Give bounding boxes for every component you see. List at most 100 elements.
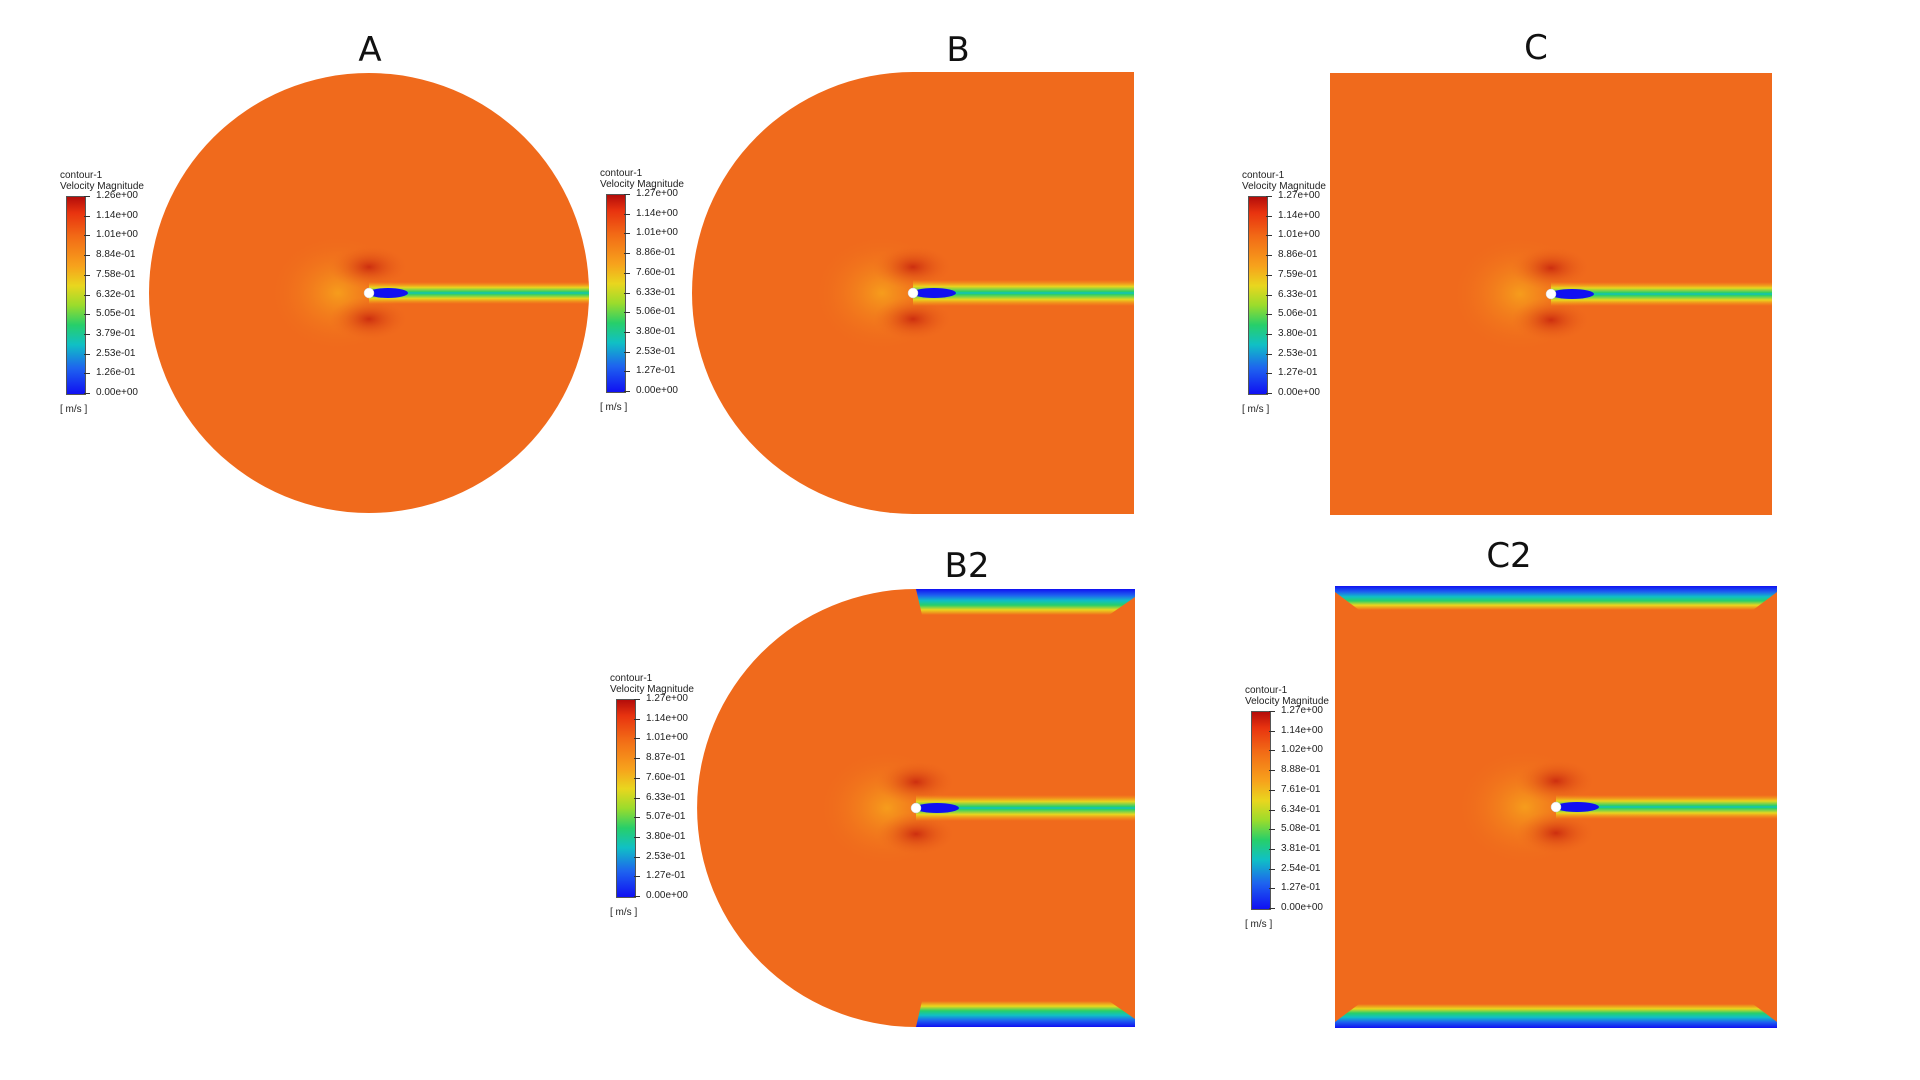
acceleration-region-bottom bbox=[876, 812, 956, 856]
legend-tick-label: 6.33e-01 bbox=[646, 791, 686, 803]
cylinder bbox=[1545, 288, 1557, 300]
legend-tick-mark bbox=[624, 292, 630, 294]
legend-tick-mark bbox=[84, 393, 90, 394]
legend-tick-label: 8.86e-01 bbox=[1278, 249, 1318, 261]
legend-tick-mark bbox=[624, 213, 630, 215]
legend-tick-label: 5.07e-01 bbox=[646, 811, 686, 823]
legend-name: contour-1 bbox=[1242, 170, 1285, 181]
legend-tick-label: 3.80e-01 bbox=[636, 325, 676, 337]
legend-tick-label: 0.00e+00 bbox=[636, 385, 678, 396]
legend-variable: Velocity Magnitude bbox=[1245, 696, 1329, 707]
legend-tick-mark bbox=[84, 294, 90, 296]
contour-field-a bbox=[149, 73, 589, 513]
legend-tick-mark bbox=[84, 196, 90, 197]
legend-name: contour-1 bbox=[60, 170, 103, 181]
acceleration-region-top bbox=[876, 760, 956, 804]
legend-tick-mark bbox=[624, 194, 630, 195]
legend-title: contour-1 Velocity Magnitude bbox=[1245, 685, 1329, 707]
legend-tick-label: 0.00e+00 bbox=[1278, 387, 1320, 398]
legend-tick-mark bbox=[1266, 373, 1272, 375]
legend-tick-mark bbox=[1266, 196, 1272, 197]
legend-tick-label: 5.08e-01 bbox=[1281, 823, 1321, 835]
legend-tick-mark bbox=[1269, 848, 1275, 850]
wall-boundary-layer-top bbox=[1335, 586, 1777, 610]
legend-tick-label: 2.54e-01 bbox=[1281, 862, 1321, 874]
acceleration-region-bottom bbox=[1511, 298, 1591, 342]
legend-tick-mark bbox=[84, 373, 90, 375]
legend-tick-mark bbox=[1266, 393, 1272, 394]
wake-core bbox=[368, 288, 408, 298]
contour-field-b2 bbox=[697, 589, 1135, 1027]
legend-tick-mark bbox=[84, 255, 90, 257]
legend-c2: contour-1 Velocity Magnitude 1.27e+00 1.1… bbox=[1245, 685, 1340, 935]
legend-tick-label: 1.26e-01 bbox=[96, 367, 136, 379]
cylinder bbox=[1550, 801, 1562, 813]
legend-tick-mark bbox=[84, 274, 90, 276]
legend-tick-label: 1.26e+00 bbox=[96, 190, 138, 201]
legend-tick-mark bbox=[634, 777, 640, 779]
colorbar bbox=[1251, 711, 1271, 910]
colorbar bbox=[606, 194, 626, 393]
legend-tick-label: 8.88e-01 bbox=[1281, 764, 1321, 776]
legend-tick-mark bbox=[624, 391, 630, 392]
legend-tick-mark bbox=[1266, 215, 1272, 217]
cylinder bbox=[363, 287, 375, 299]
wake-core bbox=[915, 803, 959, 813]
legend-tick-mark bbox=[1269, 829, 1275, 831]
legend-tick-mark bbox=[624, 253, 630, 255]
legend-tick-mark bbox=[634, 718, 640, 720]
legend-tick-mark bbox=[634, 836, 640, 838]
wake-core bbox=[1555, 802, 1599, 812]
legend-tick-mark bbox=[634, 896, 640, 897]
legend-tick-mark bbox=[634, 758, 640, 760]
legend-tick-label: 2.53e-01 bbox=[96, 347, 136, 359]
wake-core bbox=[912, 288, 956, 298]
legend-tick-label: 6.33e-01 bbox=[1278, 288, 1318, 300]
legend-tick-mark bbox=[1269, 868, 1275, 870]
contour-field-c2 bbox=[1335, 586, 1777, 1028]
legend-tick-label: 2.53e-01 bbox=[636, 345, 676, 357]
legend-name: contour-1 bbox=[600, 168, 643, 179]
legend-tick-mark bbox=[1266, 294, 1272, 296]
legend-tick-mark bbox=[84, 215, 90, 217]
legend-unit: [ m/s ] bbox=[610, 907, 638, 918]
legend-name: contour-1 bbox=[610, 673, 653, 684]
cylinder bbox=[910, 802, 922, 814]
contour-field-b bbox=[692, 72, 1134, 514]
legend-tick-mark bbox=[1269, 908, 1275, 909]
legend-variable: Velocity Magnitude bbox=[610, 684, 694, 695]
legend-tick-mark bbox=[84, 333, 90, 335]
legend-tick-label: 1.01e+00 bbox=[646, 732, 688, 744]
legend-tick-mark bbox=[1266, 255, 1272, 257]
legend-title: contour-1 Velocity Magnitude bbox=[610, 673, 694, 695]
legend-b2: contour-1 Velocity Magnitude 1.27e+00 1.1… bbox=[610, 673, 705, 923]
legend-unit: [ m/s ] bbox=[60, 404, 88, 415]
acceleration-region-bottom bbox=[873, 297, 953, 341]
legend-tick-mark bbox=[1266, 353, 1272, 355]
legend-tick-label: 2.53e-01 bbox=[1278, 347, 1318, 359]
legend-tick-label: 5.06e-01 bbox=[636, 306, 676, 318]
legend-tick-mark bbox=[1269, 750, 1275, 752]
legend-tick-mark bbox=[84, 235, 90, 237]
legend-tick-mark bbox=[634, 797, 640, 799]
legend-tick-label: 1.27e-01 bbox=[1278, 367, 1318, 379]
legend-tick-mark bbox=[1266, 314, 1272, 316]
legend-tick-label: 1.27e-01 bbox=[1281, 882, 1321, 894]
legend-tick-mark bbox=[624, 272, 630, 274]
colorbar bbox=[66, 196, 86, 395]
legend-tick-mark bbox=[634, 699, 640, 700]
acceleration-region-top bbox=[1511, 246, 1591, 290]
legend-tick-label: 5.05e-01 bbox=[96, 308, 136, 320]
acceleration-region-bottom bbox=[329, 297, 409, 341]
legend-tick-label: 7.58e-01 bbox=[96, 268, 136, 280]
legend-name: contour-1 bbox=[1245, 685, 1288, 696]
legend-tick-mark bbox=[634, 856, 640, 858]
panel-a-title: A bbox=[358, 30, 382, 70]
wall-boundary-layer-top bbox=[916, 589, 1135, 615]
legend-tick-label: 1.01e+00 bbox=[1278, 229, 1320, 241]
legend-variable: Velocity Magnitude bbox=[60, 181, 144, 192]
colorbar bbox=[1248, 196, 1268, 395]
legend-tick-label: 1.14e+00 bbox=[636, 207, 678, 219]
legend-unit: [ m/s ] bbox=[1245, 919, 1273, 930]
legend-tick-label: 1.27e-01 bbox=[646, 870, 686, 882]
